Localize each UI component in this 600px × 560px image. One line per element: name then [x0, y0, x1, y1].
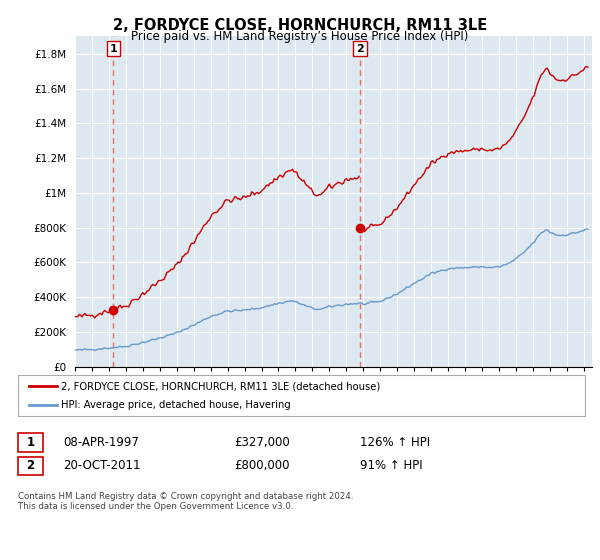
- Text: HPI: Average price, detached house, Havering: HPI: Average price, detached house, Have…: [61, 400, 291, 410]
- Text: 2: 2: [26, 459, 35, 473]
- Text: 20-OCT-2011: 20-OCT-2011: [63, 459, 140, 473]
- Text: 126% ↑ HPI: 126% ↑ HPI: [360, 436, 430, 449]
- Text: 1: 1: [110, 44, 118, 54]
- Text: 2, FORDYCE CLOSE, HORNCHURCH, RM11 3LE: 2, FORDYCE CLOSE, HORNCHURCH, RM11 3LE: [113, 18, 487, 33]
- Text: 91% ↑ HPI: 91% ↑ HPI: [360, 459, 422, 473]
- Text: £327,000: £327,000: [234, 436, 290, 449]
- Text: 08-APR-1997: 08-APR-1997: [63, 436, 139, 449]
- Text: 1: 1: [26, 436, 35, 449]
- Text: 2: 2: [356, 44, 364, 54]
- Text: Price paid vs. HM Land Registry’s House Price Index (HPI): Price paid vs. HM Land Registry’s House …: [131, 30, 469, 43]
- Text: Contains HM Land Registry data © Crown copyright and database right 2024.
This d: Contains HM Land Registry data © Crown c…: [18, 492, 353, 511]
- Text: 2, FORDYCE CLOSE, HORNCHURCH, RM11 3LE (detached house): 2, FORDYCE CLOSE, HORNCHURCH, RM11 3LE (…: [61, 381, 380, 391]
- Text: £800,000: £800,000: [234, 459, 290, 473]
